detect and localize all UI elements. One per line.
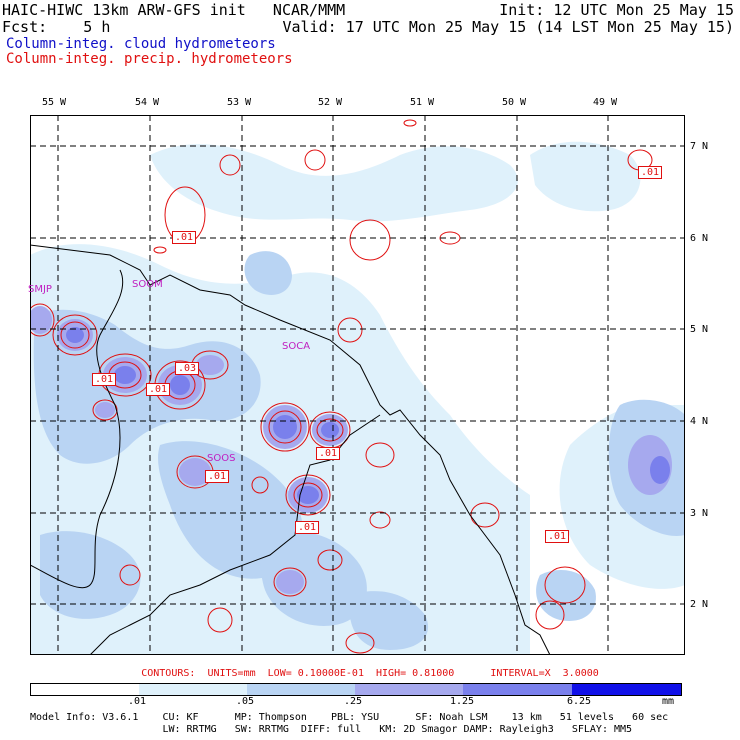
map-frame [30, 115, 685, 655]
contour-label: .01 [205, 470, 230, 483]
legend-label: 6.25 [567, 696, 592, 707]
legend-label: .25 [344, 696, 363, 707]
station-label: SOOS [207, 453, 236, 464]
legend-label: .05 [236, 696, 255, 707]
contour-label: .01 [545, 530, 570, 543]
forecast-hour: Fcst: 5 h [2, 18, 111, 36]
color-legend [30, 683, 682, 696]
contour-label: .01 [92, 373, 117, 386]
lon-label: 52 W [318, 97, 343, 108]
contour-label: .01 [316, 447, 341, 460]
lon-label: 49 W [593, 97, 618, 108]
valid-time: Valid: 17 UTC Mon 25 May 15 (14 LST Mon … [282, 18, 734, 36]
init-time: Init: 12 UTC Mon 25 May 15 [499, 1, 734, 19]
precip-field-label: Column-integ. precip. hydrometeors [6, 51, 293, 67]
contour-label: .03 [175, 362, 200, 375]
cloud-field-core [66, 327, 670, 504]
lat-label: 6 N [690, 233, 709, 244]
station-label: SMJP [28, 284, 52, 295]
contour-label: .01 [638, 166, 663, 179]
lat-label: 2 N [690, 599, 709, 610]
legend-swatch [31, 684, 139, 695]
legend-label: .01 [128, 696, 147, 707]
contour-label: .01 [295, 521, 320, 534]
legend-swatch [572, 684, 681, 695]
lon-label: 55 W [42, 97, 67, 108]
contour-label: .01 [172, 231, 197, 244]
legend-label: mm [662, 696, 675, 707]
model-info-line1: Model Info: V3.6.1 CU: KF MP: Thompson P… [30, 712, 669, 723]
lon-label: 50 W [502, 97, 527, 108]
legend-swatch [463, 684, 572, 695]
lat-label: 7 N [690, 141, 709, 152]
lat-label: 4 N [690, 416, 709, 427]
station-label: SOCA [282, 341, 311, 352]
legend-swatch [139, 684, 247, 695]
lat-label: 3 N [690, 508, 709, 519]
lon-label: 54 W [135, 97, 160, 108]
title-left: HAIC-HIWC 13km ARW-GFS init NCAR/MMM [2, 1, 346, 19]
contours-info: CONTOURS: UNITS=mm LOW= 0.10000E-01 HIGH… [141, 668, 599, 679]
lon-label: 53 W [227, 97, 252, 108]
coastline [30, 244, 551, 655]
lat-label: 5 N [690, 324, 709, 335]
contour-label: .01 [146, 383, 171, 396]
legend-label: 1.25 [450, 696, 475, 707]
forecast-map [30, 115, 685, 655]
lon-label: 51 W [410, 97, 435, 108]
legend-swatch [247, 684, 355, 695]
cloud-field-label: Column-integ. cloud hydrometeors [6, 36, 276, 52]
model-info-line2: LW: RRTMG SW: RRTMG DIFF: full KM: 2D Sm… [30, 724, 633, 735]
station-label: SOOM [132, 279, 163, 290]
legend-swatch [355, 684, 463, 695]
